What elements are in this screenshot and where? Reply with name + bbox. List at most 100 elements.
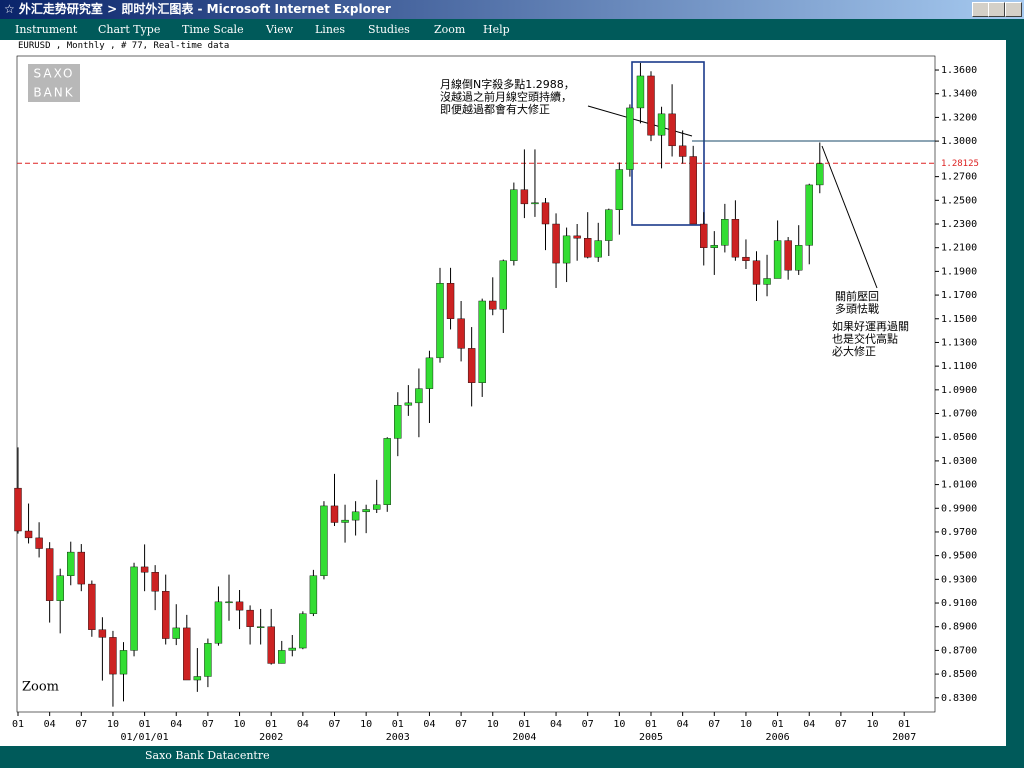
- candle-body: [45, 548, 54, 601]
- x-tick-label: 10: [234, 719, 246, 730]
- x-tick-label: 10: [867, 719, 879, 730]
- candle-body: [636, 75, 645, 109]
- x-year-label: 2003: [386, 732, 410, 743]
- x-tick-label: 01: [392, 719, 404, 730]
- y-tick-label: 0.9100: [941, 598, 977, 609]
- menu-item[interactable]: Help: [483, 23, 510, 36]
- candle-body: [436, 283, 444, 359]
- title-bar: ☆ 外汇走势研究室 > 即时外汇图表 - Microsoft Internet …: [0, 0, 1024, 19]
- candle-body: [584, 238, 592, 258]
- x-tick-label: 01: [518, 719, 530, 730]
- candle-body: [183, 627, 191, 681]
- chart-header: EURUSD , Monthly , # 77, Real-time data: [0, 40, 1006, 54]
- y-tick-label: 1.1100: [941, 361, 977, 372]
- candle-body: [193, 676, 202, 681]
- menu-item[interactable]: Time Scale: [182, 23, 244, 36]
- candle-body: [615, 169, 624, 210]
- menu-item[interactable]: Zoom: [434, 23, 466, 36]
- candle-body: [805, 184, 813, 246]
- y-tick-label: 0.9900: [941, 503, 977, 514]
- x-tick-label: 01: [265, 719, 277, 730]
- candle-body: [605, 209, 613, 241]
- candle-body: [56, 575, 64, 601]
- candle-body: [404, 402, 413, 406]
- x-tick-label: 04: [550, 719, 562, 730]
- x-tick-label: 07: [75, 719, 87, 730]
- candle-body: [151, 572, 159, 592]
- chart-title: EURUSD , Monthly , # 77, Real-time data: [18, 41, 230, 51]
- y-tick-label: 1.1500: [941, 314, 977, 325]
- y-tick-label: 0.8900: [941, 622, 977, 633]
- candle-body: [721, 219, 729, 246]
- candle-body: [415, 388, 423, 404]
- x-tick-label: 07: [582, 719, 594, 730]
- annotation: 月線倒N字殺多點1.2988，: [440, 77, 575, 91]
- x-tick-label: 01: [12, 719, 24, 730]
- candle-body: [425, 357, 434, 389]
- candle-body: [552, 223, 560, 264]
- candle-body: [341, 519, 349, 523]
- menu-bar: Instrument Chart Type Time Scale View Lines S…: [0, 19, 1006, 40]
- candle-body: [299, 613, 307, 649]
- annotation: 必大修正: [832, 344, 876, 358]
- x-tick-label: 01: [139, 719, 151, 730]
- candle-body: [731, 219, 740, 258]
- candle-body: [689, 156, 697, 225]
- chart-bg: [0, 54, 1006, 746]
- candle-body: [816, 163, 824, 186]
- status-bar: Saxo Bank Datacentre: [0, 746, 1006, 766]
- annotation: 如果好運再過關: [832, 319, 909, 333]
- x-tick-label: 04: [297, 719, 309, 730]
- candle-body: [98, 629, 107, 638]
- x-year-label: 2005: [639, 732, 663, 743]
- y-tick-label: 0.8700: [941, 645, 977, 656]
- candle-body: [373, 504, 381, 510]
- menu-item[interactable]: Instrument: [15, 23, 78, 36]
- x-year-label: 2006: [766, 732, 790, 743]
- maximize[interactable]: [988, 2, 1005, 17]
- candle-body: [467, 348, 476, 383]
- y-tick-label: 1.3000: [941, 136, 977, 147]
- minimize[interactable]: [972, 2, 989, 17]
- y-tick-label: 0.9500: [941, 551, 977, 562]
- annotation: 多頭怯戰: [835, 302, 879, 316]
- x-year-label: 01/01/01: [121, 732, 169, 743]
- annotation: 沒越過之前月線空頭持續，: [440, 90, 572, 104]
- menu-item[interactable]: Studies: [368, 23, 410, 36]
- candle-body: [541, 202, 550, 225]
- y-tick-label: 0.8500: [941, 669, 977, 680]
- y-tick-label: 0.8300: [941, 693, 977, 704]
- candle-body: [647, 75, 655, 136]
- y-tick-label: 1.3400: [941, 89, 977, 100]
- close[interactable]: [1005, 2, 1022, 17]
- status-text: Saxo Bank Datacentre: [145, 749, 270, 762]
- candle-body: [784, 240, 792, 271]
- x-tick-label: 10: [613, 719, 625, 730]
- candle-body: [14, 487, 22, 532]
- logo-bg: [28, 64, 80, 102]
- candle-body: [309, 575, 318, 614]
- menu-item[interactable]: Lines: [315, 23, 346, 36]
- x-tick-label: 01: [898, 719, 910, 730]
- y-tick-label: 1.1700: [941, 290, 977, 301]
- x-tick-label: 07: [835, 719, 847, 730]
- x-year-label: 2007: [892, 732, 916, 743]
- candle-body: [394, 405, 402, 439]
- price-line-label: 1.28125: [941, 159, 979, 169]
- y-tick-label: 1.1300: [941, 337, 977, 348]
- candle-body: [288, 647, 296, 651]
- candle-body: [140, 566, 149, 573]
- chart: SAXO BANK Zoom 月線倒N字殺多點1.2988，沒越過之前月線空頭持…: [0, 54, 1006, 746]
- candle-body: [531, 202, 539, 205]
- annotation: 即便越過都會有大修正: [440, 102, 550, 116]
- candle-body: [668, 113, 676, 147]
- menu-item[interactable]: Chart Type: [98, 23, 161, 36]
- candle-body: [499, 260, 507, 310]
- x-tick-label: 07: [328, 719, 340, 730]
- y-tick-label: 1.0100: [941, 480, 977, 491]
- candle-body: [510, 189, 518, 261]
- x-tick-label: 04: [803, 719, 815, 730]
- menu-item[interactable]: View: [266, 23, 294, 36]
- candle-body: [594, 240, 602, 258]
